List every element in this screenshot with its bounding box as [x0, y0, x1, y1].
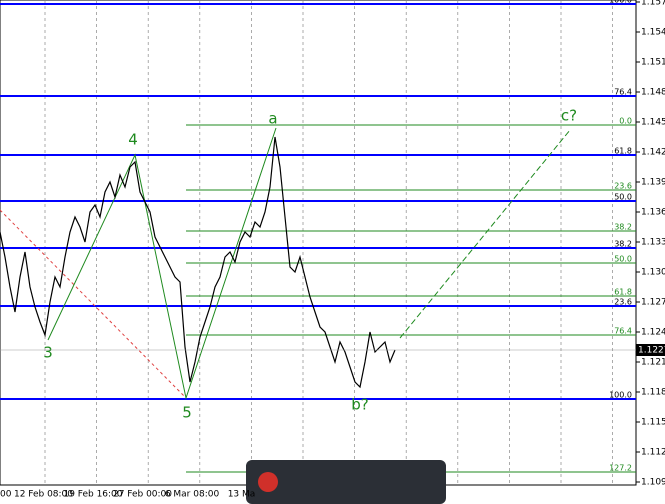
current-price-label: 1.1227: [638, 346, 665, 356]
x-tick-label: 27 Feb 00:00: [113, 490, 172, 500]
y-tick-label: 1.1245: [641, 328, 665, 338]
fib-level-label: 76.4: [614, 88, 632, 97]
wave-label: 4: [128, 131, 138, 149]
wave-fib-level-label: 127.2: [609, 464, 632, 473]
watermark: [246, 460, 446, 504]
watermark-box: [246, 460, 446, 504]
price-line: [0, 136, 396, 389]
fib-level-label: 23.6: [614, 298, 632, 307]
fib-level-label: 100.0: [609, 391, 632, 400]
y-tick-label: 1.1545: [641, 28, 665, 38]
y-tick-label: 1.1485: [641, 88, 665, 98]
y-tick-label: 1.1515: [641, 58, 665, 68]
wave-label: c?: [561, 107, 577, 125]
plot-area: [0, 0, 637, 486]
wave-fib-level-label: 38.2: [614, 223, 632, 232]
wave-label: 5: [182, 404, 192, 422]
wave-label: b?: [351, 396, 368, 414]
y-tick-label: 1.1305: [641, 268, 665, 278]
y-tick-label: 1.1395: [641, 178, 665, 188]
fib-level-label: 61.8: [614, 147, 632, 156]
wave-label: 3: [43, 344, 53, 362]
x-tick-label: 00: [0, 490, 12, 500]
fib-level-label: 38.2: [614, 240, 632, 249]
y-tick-label: 1.1185: [641, 388, 665, 398]
y-tick-label: 1.1335: [641, 238, 665, 248]
y-tick-label: 1.1095: [641, 478, 665, 488]
y-tick-label: 1.1125: [641, 448, 665, 458]
wave-fib-level-label: 23.6: [614, 182, 632, 191]
fib-level-label: 50.0: [614, 193, 632, 202]
wave-fib-level-label: 0.0: [619, 117, 632, 126]
y-tick-label: 1.1155: [641, 418, 665, 428]
y-tick-label: 1.1575: [641, 0, 665, 8]
y-tick-label: 1.1215: [641, 358, 665, 368]
current-price-box: [636, 344, 665, 356]
wave-guide: [0, 209, 187, 399]
wave-fib-level-label: 50.0: [614, 255, 632, 264]
x-tick-label: 13 Ma: [228, 490, 256, 500]
fib-level-label: 100.0: [609, 0, 632, 5]
watermark-logo: [258, 472, 278, 492]
x-tick-label: 12 Feb 08:00: [14, 490, 73, 500]
y-tick-label: 1.1365: [641, 208, 665, 218]
x-tick-label: 6 Mar 08:00: [165, 490, 220, 500]
y-tick-label: 1.1455: [641, 118, 665, 128]
x-tick-label: 19 Feb 16:00: [63, 490, 122, 500]
y-tick-label: 1.1275: [641, 298, 665, 308]
wave-label: a: [268, 110, 277, 128]
wave-count: [47, 127, 277, 400]
wave-fib-level-label: 76.4: [614, 327, 632, 336]
y-tick-label: 1.1425: [641, 148, 665, 158]
wave-fib-level-label: 61.8: [614, 288, 632, 297]
